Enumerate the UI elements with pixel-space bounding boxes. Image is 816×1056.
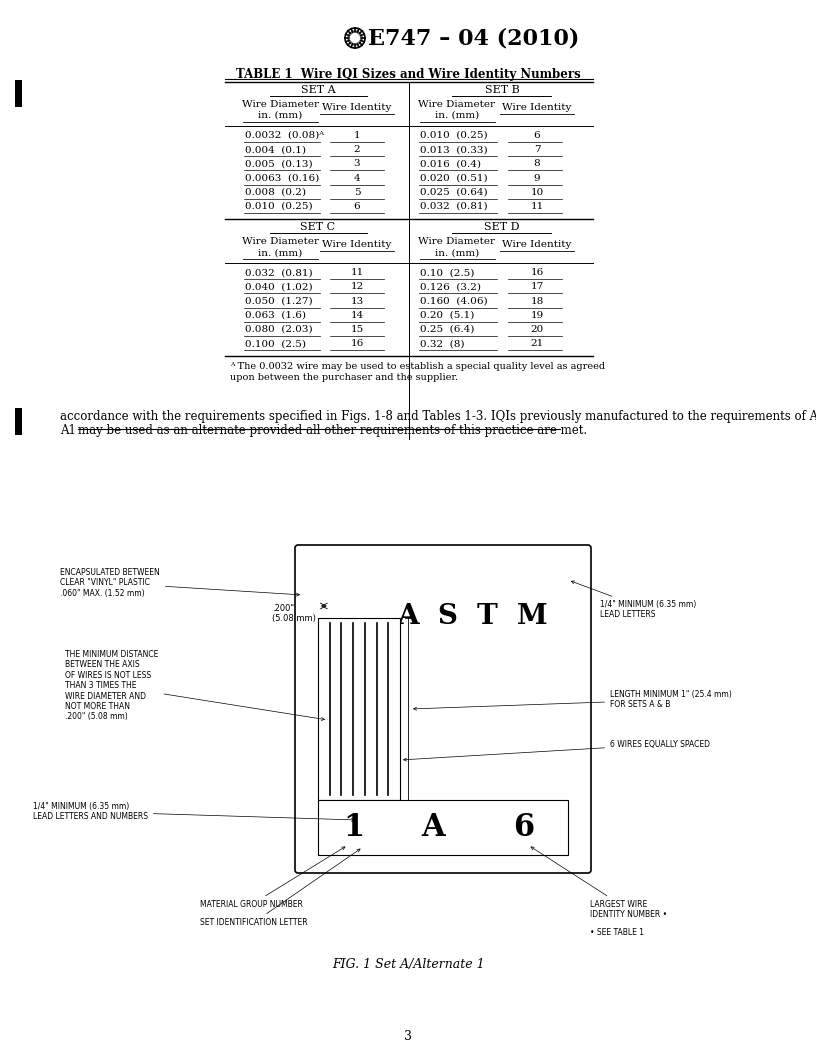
Text: 1: 1 — [353, 131, 361, 140]
Text: 0.020  (0.51): 0.020 (0.51) — [420, 173, 488, 183]
Text: 3: 3 — [353, 159, 361, 168]
Text: 7: 7 — [534, 146, 540, 154]
Text: 0.008  (0.2): 0.008 (0.2) — [245, 188, 306, 196]
Text: in. (mm): in. (mm) — [435, 248, 479, 258]
Text: A  S  T  M: A S T M — [397, 603, 548, 630]
Text: 13: 13 — [350, 297, 364, 305]
Text: 0.20  (5.1): 0.20 (5.1) — [420, 310, 474, 320]
Text: 11: 11 — [350, 268, 364, 278]
Text: 0.005  (0.13): 0.005 (0.13) — [245, 159, 313, 168]
Text: 11: 11 — [530, 202, 543, 211]
Text: 0.050  (1.27): 0.050 (1.27) — [245, 297, 313, 305]
Text: 0.004  (0.1): 0.004 (0.1) — [245, 146, 306, 154]
Text: Wire Diameter: Wire Diameter — [419, 100, 495, 109]
Text: 18: 18 — [530, 297, 543, 305]
Text: E747 – 04 (2010): E747 – 04 (2010) — [368, 29, 579, 50]
Text: ᴬ The 0.0032 wire may be used to establish a special quality level as agreed: ᴬ The 0.0032 wire may be used to establi… — [230, 362, 605, 372]
Text: LENGTH MINIMUM 1" (25.4 mm)
FOR SETS A & B: LENGTH MINIMUM 1" (25.4 mm) FOR SETS A &… — [414, 690, 732, 711]
Text: 0.0063  (0.16): 0.0063 (0.16) — [245, 173, 319, 183]
Text: 0.063  (1.6): 0.063 (1.6) — [245, 310, 306, 320]
Text: 20: 20 — [530, 325, 543, 334]
Text: 0.0032  (0.08)ᴬ: 0.0032 (0.08)ᴬ — [245, 131, 324, 140]
Text: THE MINIMUM DISTANCE
BETWEEN THE AXIS
OF WIRES IS NOT LESS
THAN 3 TIMES THE
WIRE: THE MINIMUM DISTANCE BETWEEN THE AXIS OF… — [65, 650, 325, 721]
Bar — [318, 618, 400, 800]
Text: 14: 14 — [350, 310, 364, 320]
Text: 6: 6 — [513, 812, 534, 844]
Text: SET B: SET B — [485, 84, 519, 95]
Text: SET IDENTIFICATION LETTER: SET IDENTIFICATION LETTER — [200, 849, 360, 927]
Bar — [15, 80, 22, 107]
Text: 6: 6 — [353, 202, 361, 211]
Text: SET D: SET D — [484, 222, 520, 232]
FancyBboxPatch shape — [295, 545, 591, 873]
Text: Wire Diameter: Wire Diameter — [242, 238, 318, 246]
Text: 17: 17 — [530, 282, 543, 291]
Text: 3: 3 — [404, 1030, 412, 1043]
Text: 9: 9 — [534, 173, 540, 183]
Text: may be used as an alternate provided all other requirements of this practice are: may be used as an alternate provided all… — [78, 425, 588, 437]
Text: 0.160  (4.06): 0.160 (4.06) — [420, 297, 488, 305]
Text: MATERIAL GROUP NUMBER: MATERIAL GROUP NUMBER — [200, 847, 345, 909]
Text: Wire Identity: Wire Identity — [503, 240, 572, 249]
Text: Wire Diameter: Wire Diameter — [419, 238, 495, 246]
Text: 16: 16 — [350, 339, 364, 348]
Text: Wire Identity: Wire Identity — [322, 103, 392, 112]
Text: 0.10  (2.5): 0.10 (2.5) — [420, 268, 474, 278]
Text: 0.25  (6.4): 0.25 (6.4) — [420, 325, 474, 334]
Text: accordance with the requirements specified in Figs. 1-8 and Tables 1-3. IQIs pre: accordance with the requirements specifi… — [60, 410, 816, 423]
Text: 1: 1 — [343, 812, 364, 844]
Bar — [15, 408, 22, 435]
Text: 0.013  (0.33): 0.013 (0.33) — [420, 146, 488, 154]
Text: 4: 4 — [353, 173, 361, 183]
Text: SET A: SET A — [300, 84, 335, 95]
Text: Wire Identity: Wire Identity — [503, 103, 572, 112]
Text: 1/4" MINIMUM (6.35 mm)
LEAD LETTERS: 1/4" MINIMUM (6.35 mm) LEAD LETTERS — [571, 581, 696, 620]
Text: 21: 21 — [530, 339, 543, 348]
Text: A: A — [421, 812, 445, 844]
Text: .200"
(5.08 mm): .200" (5.08 mm) — [272, 604, 316, 623]
Text: 0.080  (2.03): 0.080 (2.03) — [245, 325, 313, 334]
Text: in. (mm): in. (mm) — [435, 111, 479, 120]
Text: FIG. 1 Set A/Alternate 1: FIG. 1 Set A/Alternate 1 — [331, 958, 485, 972]
Text: 0.010  (0.25): 0.010 (0.25) — [245, 202, 313, 211]
Text: 5: 5 — [353, 188, 361, 196]
Text: A1: A1 — [60, 425, 80, 437]
Text: 0.032  (0.81): 0.032 (0.81) — [245, 268, 313, 278]
Text: 0.32  (8): 0.32 (8) — [420, 339, 464, 348]
Text: 0.040  (1.02): 0.040 (1.02) — [245, 282, 313, 291]
Bar — [318, 800, 568, 855]
Text: • SEE TABLE 1: • SEE TABLE 1 — [590, 928, 644, 937]
Text: 6 WIRES EQUALLY SPACED: 6 WIRES EQUALLY SPACED — [404, 740, 710, 761]
Text: 0.032  (0.81): 0.032 (0.81) — [420, 202, 488, 211]
Text: Wire Diameter: Wire Diameter — [242, 100, 318, 109]
Text: SET C: SET C — [300, 222, 335, 232]
Text: 8: 8 — [534, 159, 540, 168]
Text: upon between the purchaser and the supplier.: upon between the purchaser and the suppl… — [230, 374, 458, 382]
Text: Wire Identity: Wire Identity — [322, 240, 392, 249]
Text: LARGEST WIRE
IDENTITY NUMBER •: LARGEST WIRE IDENTITY NUMBER • — [531, 847, 667, 920]
Text: 6: 6 — [534, 131, 540, 140]
Text: 10: 10 — [530, 188, 543, 196]
Text: 0.010  (0.25): 0.010 (0.25) — [420, 131, 488, 140]
Text: 0.025  (0.64): 0.025 (0.64) — [420, 188, 488, 196]
Text: 1/4" MINIMUM (6.35 mm)
LEAD LETTERS AND NUMBERS: 1/4" MINIMUM (6.35 mm) LEAD LETTERS AND … — [33, 802, 354, 822]
Text: 12: 12 — [350, 282, 364, 291]
Text: 19: 19 — [530, 310, 543, 320]
Text: 0.126  (3.2): 0.126 (3.2) — [420, 282, 481, 291]
Text: 2: 2 — [353, 146, 361, 154]
Text: TABLE 1  Wire IQI Sizes and Wire Identity Numbers: TABLE 1 Wire IQI Sizes and Wire Identity… — [236, 68, 580, 81]
Text: 0.100  (2.5): 0.100 (2.5) — [245, 339, 306, 348]
Text: ENCAPSULATED BETWEEN
CLEAR "VINYL" PLASTIC
.060" MAX. (1.52 mm): ENCAPSULATED BETWEEN CLEAR "VINYL" PLAST… — [60, 568, 299, 598]
Text: in. (mm): in. (mm) — [258, 248, 302, 258]
Text: 0.016  (0.4): 0.016 (0.4) — [420, 159, 481, 168]
Text: in. (mm): in. (mm) — [258, 111, 302, 120]
Text: 16: 16 — [530, 268, 543, 278]
Text: 15: 15 — [350, 325, 364, 334]
